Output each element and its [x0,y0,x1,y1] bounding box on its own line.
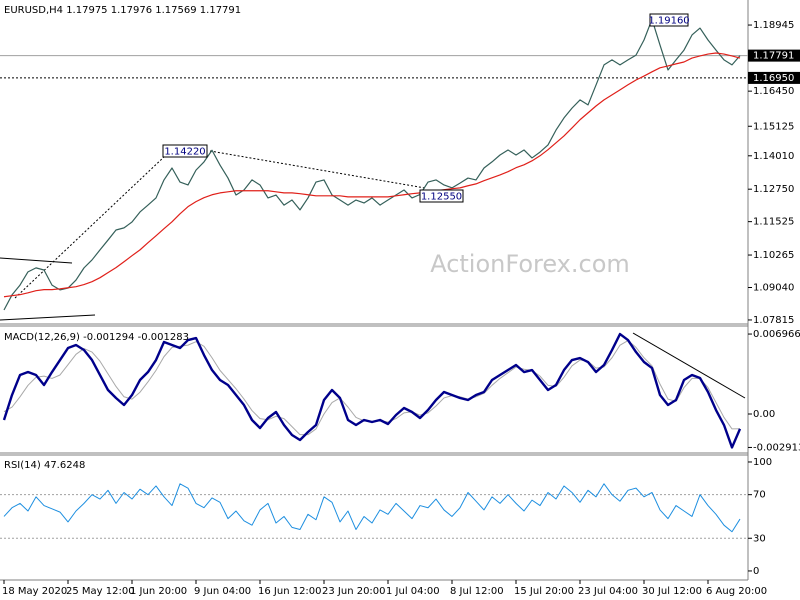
level-box [748,71,800,84]
layout [0,150,746,399]
panel-title: MACD(12,26,9) -0.001294 -0.001283 [4,332,189,343]
trend-line [209,150,426,189]
x-tick-label: 8 Jul 12:00 [450,586,504,597]
annotation-box [162,144,208,158]
x-tick-label: 1 Jul 04:00 [386,586,440,597]
y-tick-label: 1.07815 [753,315,794,326]
x-tick-label: 23 Jun 20:00 [322,586,386,597]
y-tick-label: 1.12750 [753,184,794,195]
y-tick-label: 1.15125 [753,121,794,132]
series-line [3,18,741,311]
annotation-box [649,13,689,27]
price-box [748,49,800,62]
panel-title: RSI(14) 47.6248 [4,460,85,471]
y-tick-label: 0 [753,566,759,577]
x-tick-label: 16 Jun 12:00 [258,586,322,597]
y-tick-label: 1.11525 [753,217,794,228]
x-tick-label: 23 Jul 04:00 [578,586,638,597]
series-line [3,52,741,298]
x-tick-label: 9 Jun 04:00 [194,586,251,597]
y-tick-label: 1.10265 [753,250,794,261]
trend-line [14,155,166,299]
x-tick-label: 18 May 2020 [2,586,67,597]
panel-title: EURUSD,H4 1.17975 1.17976 1.17569 1.1779… [4,5,241,16]
y-tick-label: 0.006966 [753,329,800,340]
annotations: 1.19160 1.14220 1.12550 [162,13,690,203]
annotation: 1.14220 [164,147,205,158]
level-label: 1.16950 [753,73,794,84]
y-tick-label: 1.16450 [753,86,794,97]
series-line [3,483,741,533]
watermark: ActionForex.com [430,250,630,278]
annotation: 1.19160 [648,16,689,27]
trend-line [0,314,96,321]
x-tick-label: 1 Jun 20:00 [130,586,187,597]
x-tick-label: 30 Jul 12:00 [642,586,702,597]
series-line [2,332,742,449]
y-tick-label: 70 [753,490,766,501]
trend-line [632,332,746,399]
trend-line [0,257,73,264]
y-tick-label: 1.09040 [753,282,794,293]
y-tick-label: -0.002913 [753,442,800,453]
x-tick-label: 6 Aug 20:00 [706,586,767,597]
y-tick-label: 1.18945 [753,20,794,31]
annotation-box [419,189,464,203]
y-tick-label: 30 [753,533,766,544]
y-tick-label: 1.14010 [753,151,794,162]
y-tick-label: 0.00 [753,409,775,420]
price-label: 1.17791 [753,51,794,62]
x-tick-label: 25 May 12:00 [66,586,135,597]
annotation: 1.12550 [421,192,462,203]
y-tick-label: 100 [753,457,772,468]
x-tick-label: 15 Jul 20:00 [514,586,574,597]
